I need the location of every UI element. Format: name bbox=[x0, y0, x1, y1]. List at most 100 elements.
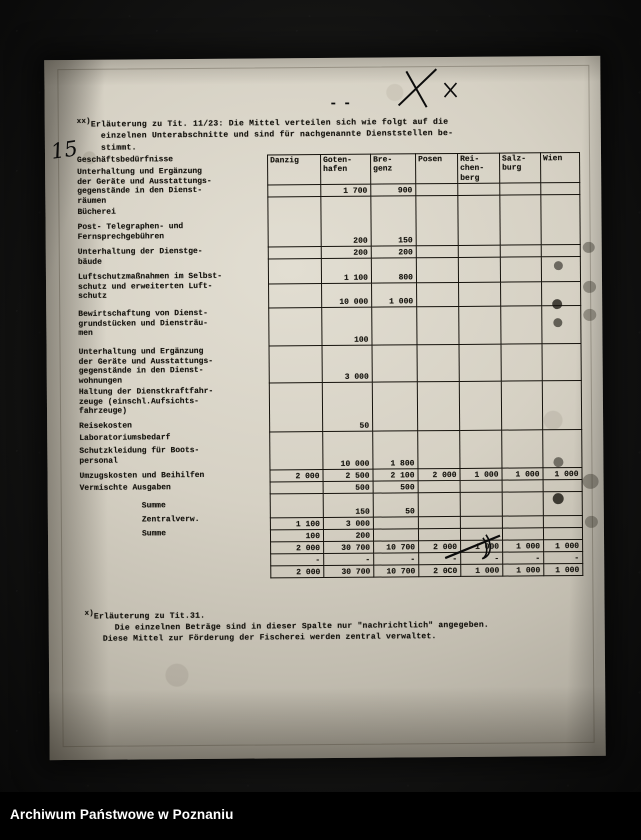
allocation-grid: Danzig Goten- hafen Bre- genz Posen Rei- che… bbox=[267, 152, 583, 579]
cell-bregenz: 800 bbox=[371, 257, 417, 283]
cell-wien bbox=[543, 479, 583, 492]
cell-posen bbox=[417, 430, 460, 469]
row-label: Unterhaltung und Ergänzung der Geräte un… bbox=[77, 166, 212, 206]
cell-danzig bbox=[268, 258, 322, 284]
cell-bregenz: 200 bbox=[371, 245, 417, 258]
cell-wien bbox=[541, 244, 581, 257]
cell-bregenz: 2 100 bbox=[372, 468, 419, 481]
cell-wien bbox=[542, 380, 582, 431]
paper-blot bbox=[553, 457, 564, 468]
cell-gotenhafen: 200 bbox=[323, 529, 374, 542]
cell-posen: 2 0C0 bbox=[418, 564, 461, 578]
cell-reichenberg bbox=[459, 430, 502, 469]
cell-bregenz: 900 bbox=[370, 183, 416, 197]
cell-gotenhafen: 10 000 bbox=[322, 431, 373, 470]
cell-reichenberg bbox=[457, 183, 500, 196]
column-header-bregenz: Bre- genz bbox=[370, 153, 416, 185]
cell-reichenberg bbox=[460, 479, 503, 493]
row-label: Vermischte Ausgaben bbox=[79, 483, 171, 493]
cell-salzburg bbox=[502, 491, 544, 517]
handwritten-strikethrough bbox=[444, 534, 501, 560]
row-label: Geschäftsbedürfnisse bbox=[77, 155, 174, 165]
cell-wien: - bbox=[543, 551, 583, 565]
cell-bregenz bbox=[373, 529, 419, 542]
paper-blot bbox=[553, 261, 563, 271]
cell-wien: 1 000 bbox=[543, 563, 583, 577]
row-label: Bewirtschaftung von Dienst- grundstücken… bbox=[78, 308, 208, 339]
cell-bregenz: 150 bbox=[370, 195, 417, 246]
cell-salzburg bbox=[501, 343, 543, 381]
table-row: 1 100 800 bbox=[268, 256, 581, 284]
cell-bregenz bbox=[373, 517, 419, 530]
cell-posen bbox=[417, 344, 460, 382]
cell-posen bbox=[418, 516, 461, 530]
cell-wien: 1 000 bbox=[542, 467, 583, 480]
table-row: 150 50 bbox=[270, 491, 583, 519]
cell-bregenz: 500 bbox=[373, 480, 419, 493]
cell-gotenhafen: - bbox=[323, 553, 374, 566]
row-label: Umzugskosten und Beihilfen bbox=[79, 470, 205, 481]
cell-wien bbox=[543, 515, 583, 529]
table-header-row: Danzig Goten- hafen Bre- genz Posen Rei- che… bbox=[267, 152, 580, 186]
cell-reichenberg bbox=[458, 281, 501, 307]
row-label: Summe bbox=[141, 529, 167, 539]
cell-salzburg bbox=[500, 256, 542, 282]
cell-gotenhafen: 10 000 bbox=[321, 282, 372, 308]
column-header-posen: Posen bbox=[415, 153, 458, 184]
row-label: Unterhaltung und Ergänzung der Geräte un… bbox=[78, 346, 214, 386]
archive-watermark-bar: Archiwum Państwowe w Poznaniu bbox=[0, 792, 641, 840]
cell-gotenhafen: 30 700 bbox=[323, 541, 374, 554]
cell-salzburg bbox=[500, 244, 542, 257]
cell-bregenz: 10 700 bbox=[373, 565, 419, 578]
table-row: 10 000 1 800 bbox=[269, 429, 582, 470]
cell-danzig: 2 000 bbox=[270, 541, 324, 555]
cell-posen bbox=[416, 282, 459, 308]
cell-danzig bbox=[270, 493, 324, 519]
cell-reichenberg: 1 000 bbox=[459, 467, 503, 481]
cell-salzburg bbox=[499, 195, 542, 245]
cell-salzburg bbox=[499, 183, 541, 196]
cell-gotenhafen: 1 700 bbox=[320, 184, 371, 197]
cell-gotenhafen: 100 bbox=[321, 307, 373, 346]
cell-danzig bbox=[269, 431, 323, 470]
row-label: Luftschutzmaßnahmen im Selbst- schutz un… bbox=[77, 271, 223, 302]
cell-reichenberg bbox=[458, 256, 501, 283]
footnote-line-1: Erläuterung zu Tit.31. bbox=[93, 611, 206, 622]
cell-bregenz bbox=[371, 307, 418, 345]
document-sheet: 15 - - xx)Erläuterung zu Tit. 11/23: Die… bbox=[44, 55, 606, 761]
cell-salzburg bbox=[502, 479, 544, 492]
table-row: 200 150 bbox=[267, 194, 581, 247]
row-label: Laboratoriumsbedarf bbox=[79, 433, 171, 443]
cell-danzig bbox=[270, 481, 324, 494]
cell-posen bbox=[418, 492, 461, 518]
column-header-danzig: Danzig bbox=[267, 154, 321, 186]
cell-gotenhafen: 50 bbox=[322, 381, 373, 432]
cell-danzig bbox=[268, 246, 322, 259]
cell-danzig bbox=[269, 382, 323, 433]
cell-wien bbox=[540, 194, 581, 245]
cell-gotenhafen: 200 bbox=[321, 245, 372, 259]
cell-wien bbox=[541, 343, 582, 381]
cell-reichenberg bbox=[457, 195, 501, 246]
cell-gotenhafen: 3 000 bbox=[323, 517, 374, 530]
cell-reichenberg bbox=[459, 380, 502, 431]
table-row: 3 000 bbox=[269, 343, 582, 383]
cell-salzburg: 1 000 bbox=[502, 540, 544, 553]
cell-bregenz: - bbox=[373, 553, 419, 566]
cell-bregenz: 1 000 bbox=[371, 282, 417, 308]
paper-blot bbox=[583, 280, 597, 293]
cell-reichenberg bbox=[458, 306, 502, 345]
cell-posen bbox=[415, 183, 458, 196]
row-label: Post- Telegraphen- und Fernsprechgebühre… bbox=[77, 222, 184, 242]
row-label: Zentralverw. bbox=[141, 514, 200, 525]
cell-posen bbox=[416, 257, 459, 283]
handwritten-dash-mark: - - bbox=[330, 95, 352, 111]
cell-gotenhafen: 2 500 bbox=[322, 468, 374, 482]
allocation-table: Danzig Goten- hafen Bre- genz Posen Rei- che… bbox=[45, 152, 601, 579]
cell-danzig: 100 bbox=[270, 529, 324, 543]
cell-danzig: 2 000 bbox=[269, 469, 324, 482]
handwritten-page-number: 15 bbox=[49, 136, 80, 164]
cell-posen: 2 000 bbox=[417, 468, 461, 481]
table-row: 50 bbox=[269, 380, 582, 433]
cell-danzig: - bbox=[270, 553, 324, 567]
